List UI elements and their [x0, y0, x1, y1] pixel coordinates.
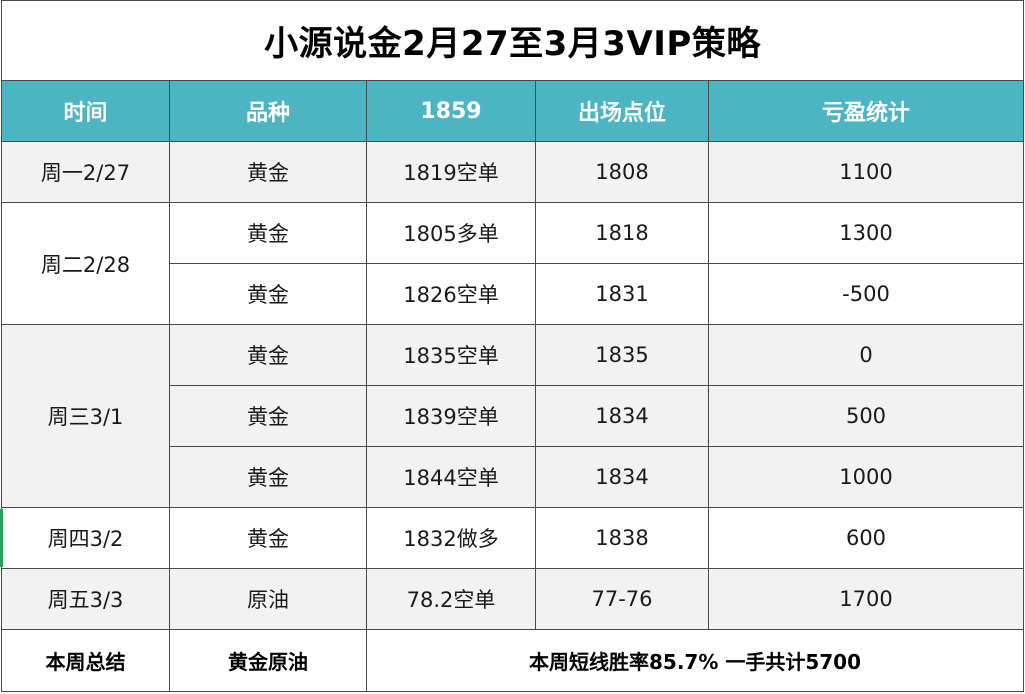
cell-variety[interactable]: 原油 [169, 568, 367, 630]
day-cell-wed[interactable]: 周三3/1 [1, 324, 170, 508]
cell-pnl[interactable]: -500 [707, 263, 1025, 325]
cell-variety[interactable]: 黄金 [169, 446, 367, 508]
row-selection-marker [0, 509, 3, 567]
day-cell-thu[interactable]: 周四3/2 [1, 507, 170, 569]
cell-exit[interactable]: 1834 [535, 446, 709, 508]
cell-exit[interactable]: 1838 [535, 507, 709, 569]
cell-entry[interactable]: 78.2空单 [366, 568, 536, 630]
day-cell-fri[interactable]: 周五3/3 [1, 568, 170, 630]
day-cell-tue[interactable]: 周二2/28 [1, 202, 170, 325]
header-profit-loss[interactable]: 亏盈统计 [707, 80, 1025, 142]
cell-variety[interactable]: 黄金 [169, 324, 367, 386]
cell-pnl[interactable]: 1000 [707, 446, 1025, 508]
cell-entry[interactable]: 1805多单 [366, 202, 536, 264]
header-time[interactable]: 时间 [1, 80, 170, 142]
cell-entry[interactable]: 1819空单 [366, 141, 536, 203]
cell-variety[interactable]: 黄金 [169, 141, 367, 203]
cell-variety[interactable]: 黄金 [169, 263, 367, 325]
summary-result[interactable]: 本周短线胜率85.7% 一手共计5700 [365, 629, 1025, 692]
cell-variety[interactable]: 黄金 [169, 202, 367, 264]
cell-entry[interactable]: 1832做多 [366, 507, 536, 569]
header-variety[interactable]: 品种 [169, 80, 367, 142]
cell-exit[interactable]: 1835 [535, 324, 709, 386]
summary-label[interactable]: 本周总结 [1, 629, 170, 692]
cell-exit[interactable]: 1808 [535, 141, 709, 203]
cell-exit[interactable]: 1834 [535, 385, 709, 447]
header-exit-point[interactable]: 出场点位 [535, 80, 709, 142]
cell-entry[interactable]: 1839空单 [366, 385, 536, 447]
cell-exit[interactable]: 1831 [535, 263, 709, 325]
cell-pnl[interactable]: 1700 [707, 568, 1025, 630]
cell-exit[interactable]: 1818 [535, 202, 709, 264]
cell-exit[interactable]: 77-76 [535, 568, 709, 630]
cell-entry[interactable]: 1844空单 [366, 446, 536, 508]
cell-entry[interactable]: 1826空单 [366, 263, 536, 325]
cell-variety[interactable]: 黄金 [169, 385, 367, 447]
cell-pnl[interactable]: 1100 [707, 141, 1025, 203]
day-cell-mon[interactable]: 周一2/27 [1, 141, 170, 203]
cell-variety[interactable]: 黄金 [169, 507, 367, 569]
cell-pnl[interactable]: 600 [707, 507, 1025, 569]
summary-variety[interactable]: 黄金原油 [169, 629, 367, 692]
cell-pnl[interactable]: 0 [707, 324, 1025, 386]
header-1859[interactable]: 1859 [366, 80, 536, 142]
cell-pnl[interactable]: 1300 [707, 202, 1025, 264]
table-title[interactable]: 小源说金2月27至3月3VIP策略 [0, 0, 1025, 81]
cell-entry[interactable]: 1835空单 [366, 324, 536, 386]
cell-pnl[interactable]: 500 [707, 385, 1025, 447]
